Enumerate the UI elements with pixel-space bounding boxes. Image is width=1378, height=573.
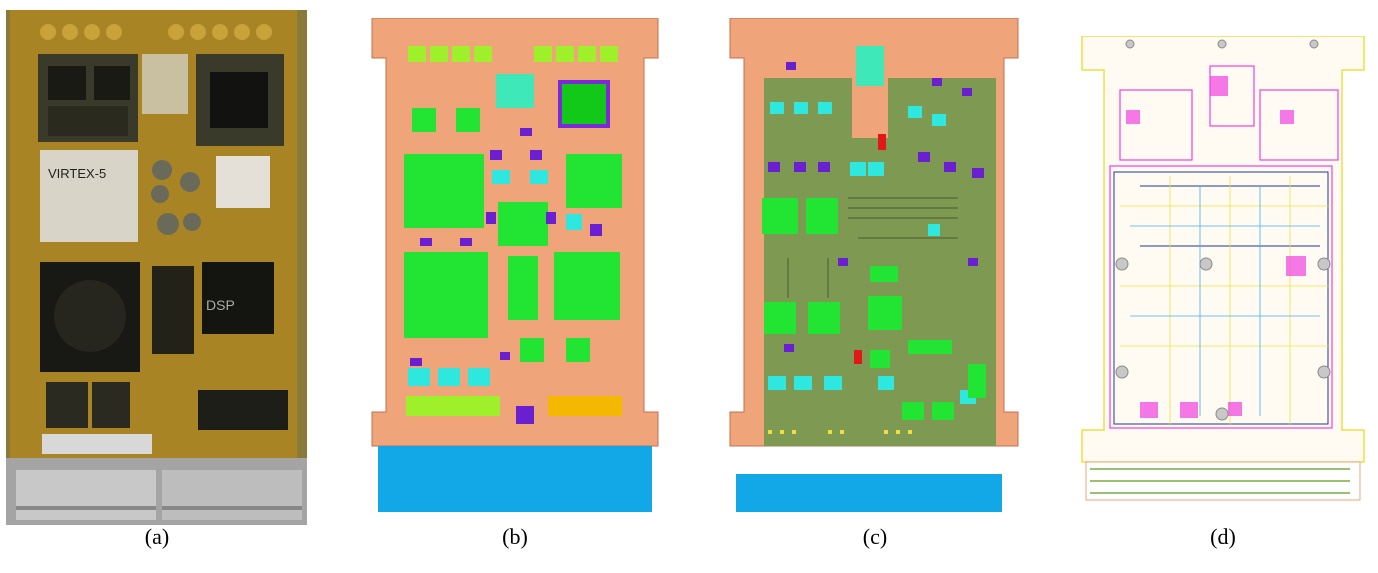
panel-d-routing xyxy=(1080,36,1366,502)
virtex-chip-label: VIRTEX-5 xyxy=(48,166,106,181)
panel-c-layout xyxy=(728,18,1020,512)
dsp-chip-label: DSP xyxy=(206,297,235,313)
layout-top-view xyxy=(371,18,659,512)
panel-b-layout xyxy=(370,18,660,512)
caption-a: (a) xyxy=(144,524,170,549)
caption-d: (d) xyxy=(1210,524,1236,549)
caption-b: (b) xyxy=(502,524,528,549)
caption-c: (c) xyxy=(862,524,888,549)
panel-a-photo: VIRTEX-5 DSP xyxy=(6,10,307,525)
board-photo: VIRTEX-5 DSP xyxy=(6,10,307,525)
routing-overlay-view xyxy=(1081,36,1365,501)
layout-bottom-view xyxy=(729,18,1019,512)
